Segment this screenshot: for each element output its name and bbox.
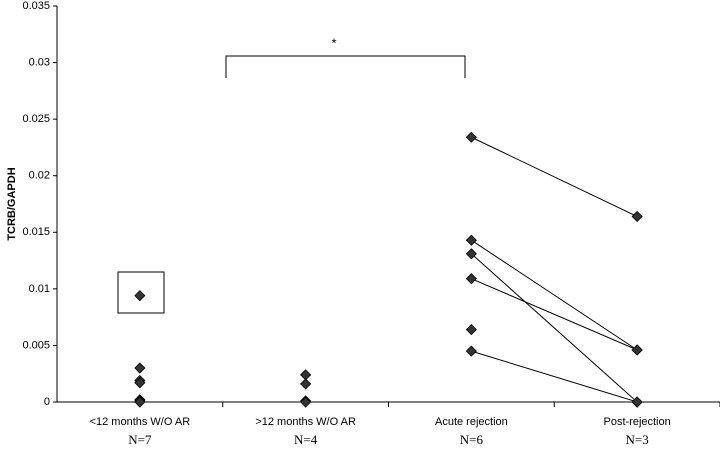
significance-bracket xyxy=(225,55,466,78)
point xyxy=(465,273,477,285)
point xyxy=(465,324,477,336)
count-label: N=6 xyxy=(460,432,484,447)
point xyxy=(134,396,146,408)
y-tick-label: 0.01 xyxy=(29,283,50,295)
point xyxy=(465,131,477,143)
point xyxy=(134,377,146,389)
point xyxy=(631,396,643,408)
y-tick-label: 0.015 xyxy=(22,226,50,238)
y-tick-label: 0.02 xyxy=(29,170,50,182)
highlight-box xyxy=(117,271,165,314)
point xyxy=(631,210,643,223)
connector-line xyxy=(471,239,638,351)
point xyxy=(631,344,643,356)
y-axis-label: TCRB/GAPDH xyxy=(6,167,18,240)
x-tick-label: <12 months W/O AR xyxy=(90,416,191,428)
count-label: N=3 xyxy=(626,432,649,447)
point xyxy=(300,378,312,390)
y-tick-label: 0 xyxy=(44,396,50,408)
point xyxy=(134,362,146,374)
significance-label: * xyxy=(331,35,336,50)
connector-line xyxy=(471,278,638,351)
x-tick-label: Acute rejection xyxy=(435,416,508,428)
y-tick-label: 0.035 xyxy=(22,0,50,12)
x-tick-label: >12 months W/O AR xyxy=(255,416,356,428)
connector-line xyxy=(471,350,638,403)
point xyxy=(465,234,477,246)
point xyxy=(300,396,312,408)
y-tick-label: 0.03 xyxy=(29,56,50,68)
y-tick-label: 0.005 xyxy=(22,339,50,351)
count-label: N=4 xyxy=(294,432,318,447)
point xyxy=(465,345,477,357)
point xyxy=(465,248,477,260)
connector-line xyxy=(471,136,638,217)
connector-line xyxy=(471,253,638,403)
y-tick-label: 0.025 xyxy=(22,113,50,125)
point xyxy=(134,290,146,302)
count-label: N=7 xyxy=(128,432,152,447)
x-tick-label: Post-rejection xyxy=(603,416,670,428)
